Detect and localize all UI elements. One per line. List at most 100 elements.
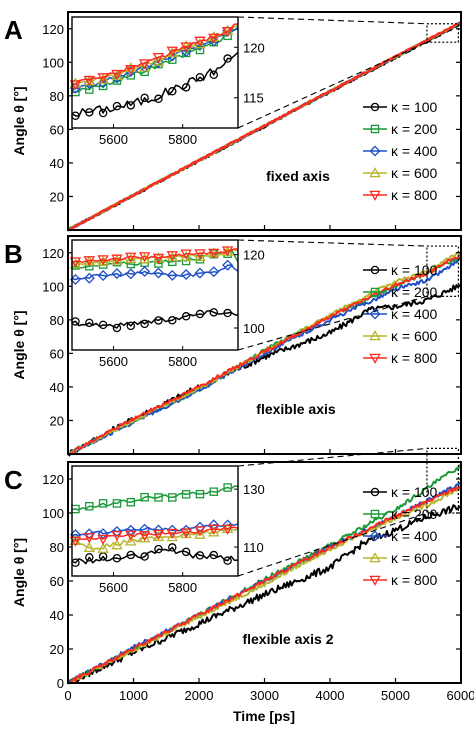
legend-marker-triangle-down <box>369 575 381 586</box>
legend-entry: κ = 100 <box>363 99 438 115</box>
legend-entry: κ = 100 <box>363 262 438 278</box>
legend-marker-square <box>370 287 380 297</box>
inset-marker-circle <box>223 308 232 318</box>
y-tick-label: 120 <box>42 472 64 487</box>
inset-marker-triangle-down <box>221 246 234 257</box>
inset-marker-circle <box>168 543 177 552</box>
zoom-connector-bottom <box>237 295 428 351</box>
y-tick-label: 60 <box>50 346 64 361</box>
panel-label: C <box>4 465 23 495</box>
inset-marker-triangle-down <box>83 75 96 87</box>
panel-annotation: flexible axis <box>256 401 336 417</box>
legend-label: κ = 100 <box>391 99 438 115</box>
inset-marker-triangle-up <box>69 258 82 269</box>
inset-marker-diamond <box>194 521 206 533</box>
legend-entry: κ = 600 <box>363 328 438 344</box>
inset-marker-triangle-up <box>111 539 123 550</box>
legend-entry: κ = 800 <box>363 572 438 588</box>
inset-marker-triangle-down <box>180 42 192 53</box>
inset-marker-square <box>112 499 122 508</box>
legend-entry: κ = 400 <box>363 306 438 322</box>
legend-entry: κ = 400 <box>363 528 438 544</box>
zoom-connector-bottom <box>237 41 428 129</box>
inset-marker-diamond <box>152 267 164 279</box>
legend-entry: κ = 200 <box>363 121 438 137</box>
inset-x-tick-label: 5800 <box>168 354 197 369</box>
inset-plot: 5600 5800 100 120 <box>69 239 265 369</box>
legend-marker-triangle-up <box>369 167 381 178</box>
x-tick-label: 4000 <box>316 688 345 703</box>
inset-y-tick-label: 120 <box>243 248 265 263</box>
inset-marker-triangle-down <box>69 80 82 91</box>
inset-marker-triangle-down <box>208 33 220 44</box>
inset-marker-triangle-down <box>125 530 137 541</box>
inset-marker-circle <box>126 101 136 110</box>
y-tick-label: 0 <box>57 676 64 691</box>
inset-frame <box>71 465 239 577</box>
legend-label: κ = 600 <box>391 550 438 566</box>
inset-marker-diamond <box>222 519 234 531</box>
inset-marker-circle <box>181 547 191 557</box>
inset-marker-triangle-down <box>194 249 206 260</box>
y-tick-label: 20 <box>50 189 64 204</box>
inset-marker-triangle-down <box>138 252 151 263</box>
inset-marker-circle <box>140 319 149 329</box>
inset-marker-triangle-down <box>69 536 82 547</box>
y-tick-label: 40 <box>50 156 64 171</box>
legend-entry: κ = 200 <box>363 506 438 522</box>
inset-marker-diamond <box>125 268 137 280</box>
legend-label: κ = 600 <box>391 165 438 181</box>
inset-x-tick-label: 5800 <box>168 580 197 595</box>
inset-marker-triangle-down <box>125 64 137 76</box>
legend-label: κ = 800 <box>391 572 438 588</box>
inset-marker-diamond <box>166 269 178 281</box>
inset-marker-square <box>98 499 108 508</box>
inset-marker-triangle-down <box>138 59 151 70</box>
y-axis-label: Angle θ [°] <box>11 86 27 155</box>
inset-marker-square <box>181 490 191 499</box>
inset-marker-triangle-down <box>83 256 96 267</box>
inset-marker-diamond <box>111 526 123 538</box>
inset-marker-triangle-down <box>152 253 165 264</box>
inset-frame <box>71 16 239 129</box>
x-tick-label: 6000 <box>447 688 474 703</box>
x-axis-label: Time [ps] <box>233 708 295 724</box>
inset-plot: 5600 5800 110 130 <box>69 465 265 595</box>
inset-marker-triangle-down <box>83 533 96 544</box>
legend-entry: κ = 400 <box>363 143 438 159</box>
y-tick-label: 20 <box>50 642 64 657</box>
inset-marker-diamond <box>83 272 95 284</box>
inset-marker-circle <box>85 108 94 117</box>
inset-marker-square <box>85 262 94 271</box>
x-tick-label: 3000 <box>250 688 279 703</box>
inset-marker-square <box>195 489 205 499</box>
legend-marker-triangle-down <box>369 353 381 364</box>
inset-marker-circle <box>85 553 94 562</box>
x-tick-label: 0 <box>64 688 71 703</box>
inset-marker-triangle-down <box>180 528 192 539</box>
inset-y-tick-label: 120 <box>243 40 265 55</box>
inset-marker-square <box>154 493 163 502</box>
inset-marker-triangle-up <box>97 542 109 553</box>
inset-marker-circle <box>209 70 219 80</box>
inset-marker-triangle-down <box>208 524 220 535</box>
inset-marker-triangle-up <box>138 532 151 543</box>
inset-marker-circle <box>98 108 108 118</box>
y-tick-label: 80 <box>50 540 64 555</box>
inset-marker-diamond <box>180 268 192 281</box>
inset-marker-circle <box>223 556 232 565</box>
inset-marker-triangle-down <box>221 27 234 38</box>
inset-marker-triangle-down <box>152 529 165 541</box>
inset-marker-diamond <box>111 268 123 280</box>
inset-marker-circle <box>154 544 163 554</box>
y-tick-label: 60 <box>50 574 64 589</box>
zoom-region-box <box>426 245 459 297</box>
inset-marker-triangle-up <box>152 55 165 66</box>
y-tick-label: 120 <box>42 22 64 37</box>
inset-x-tick-label: 5800 <box>168 132 197 147</box>
inset-plot: 5600 5800 115 120 <box>69 16 265 147</box>
inset-marker-diamond <box>139 265 151 278</box>
y-tick-label: 100 <box>42 55 64 70</box>
inset-marker-triangle-down <box>125 252 137 263</box>
